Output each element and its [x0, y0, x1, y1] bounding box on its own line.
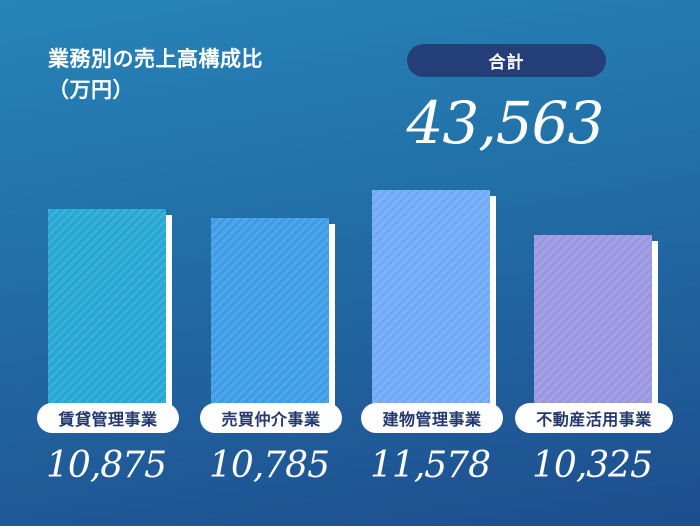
bar-shadow-edge [652, 241, 658, 405]
bar [211, 218, 329, 405]
bar-group [211, 218, 351, 405]
bar-group [372, 190, 512, 405]
bar-shadow-edge [329, 224, 335, 405]
bar-wrap [534, 235, 658, 405]
category-value: 10,785 [209, 445, 330, 486]
category-value: 10,875 [46, 445, 167, 486]
chart-title: 業務別の売上高構成比 （万円） [48, 44, 263, 106]
category-label: 建物管理事業 [361, 403, 503, 433]
bar-group [48, 209, 188, 405]
category-label: 不動産活用事業 [515, 403, 673, 433]
bar-wrap [372, 190, 496, 405]
bar-shadow-edge [166, 215, 172, 405]
chart-title-unit: （万円） [48, 78, 134, 102]
total-label-pill: 合計 [407, 44, 606, 77]
category-label: 売買仲介事業 [200, 403, 342, 433]
bar-wrap [211, 218, 335, 405]
bar-shadow-edge [490, 196, 496, 405]
bar [534, 235, 652, 405]
category-value: 11,578 [370, 445, 491, 486]
bar [48, 209, 166, 405]
bar-group [534, 235, 674, 405]
bar-wrap [48, 209, 172, 405]
total-value: 43,563 [406, 89, 605, 157]
category-value: 10,325 [532, 445, 653, 486]
category-label: 賃貸管理事業 [37, 403, 179, 433]
bar [372, 190, 490, 405]
chart-title-main: 業務別の売上高構成比 [48, 47, 263, 71]
